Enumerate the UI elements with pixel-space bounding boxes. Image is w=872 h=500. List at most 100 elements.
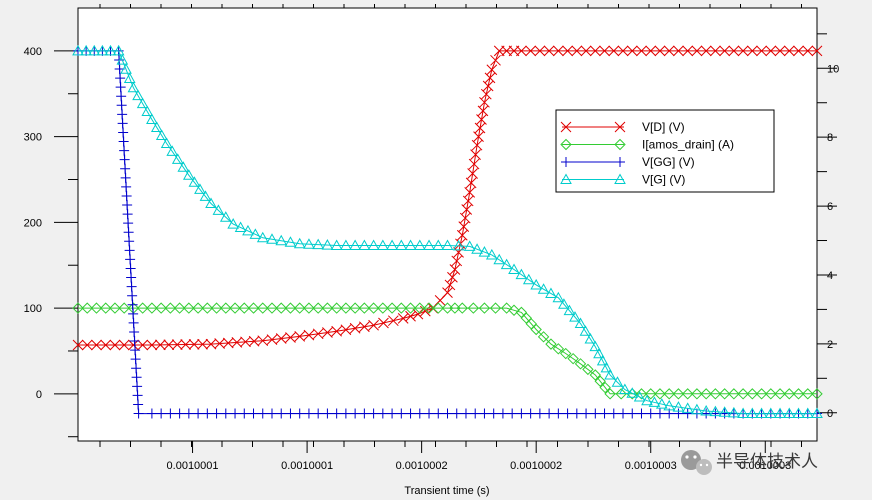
x-tick-label: 0.0010002	[396, 460, 448, 472]
data-point	[284, 302, 297, 314]
data-point	[581, 408, 592, 419]
data-point	[117, 109, 128, 120]
data-point	[358, 239, 371, 251]
data-point	[164, 302, 177, 314]
data-point	[600, 361, 613, 373]
data-point	[611, 376, 624, 387]
data-point	[802, 45, 814, 57]
data-point	[582, 363, 594, 376]
data-point	[500, 258, 513, 270]
data-point	[376, 239, 389, 251]
data-point	[257, 408, 268, 419]
data-point	[673, 408, 684, 419]
data-point	[404, 302, 417, 314]
data-point	[471, 139, 483, 151]
data-point	[485, 248, 498, 260]
data-point	[127, 290, 138, 301]
data-point	[449, 264, 461, 275]
data-point	[811, 45, 823, 57]
data-point	[453, 247, 464, 258]
data-point	[359, 321, 370, 333]
data-point	[545, 338, 557, 350]
data-point	[124, 245, 135, 256]
data-point	[312, 328, 324, 340]
data-point	[294, 408, 305, 419]
data-point	[378, 317, 389, 329]
data-point	[220, 302, 232, 314]
legend-label: V[D] (V)	[642, 120, 685, 134]
x-tick-label: 0.0010001	[167, 460, 219, 472]
data-point	[183, 408, 194, 419]
data-point	[247, 302, 260, 314]
data-point	[580, 45, 592, 57]
data-point	[227, 218, 240, 229]
data-point	[545, 287, 557, 299]
data-point	[205, 338, 217, 350]
data-point	[312, 238, 325, 250]
data-point	[115, 73, 126, 84]
legend-marker-start	[560, 173, 572, 184]
series-line	[78, 307, 817, 395]
data-point	[681, 402, 694, 413]
data-point	[120, 63, 132, 74]
data-point	[405, 408, 416, 419]
data-point	[118, 136, 129, 147]
legend-marker-end	[614, 121, 626, 133]
data-point	[155, 129, 168, 140]
data-point	[90, 302, 103, 314]
x-axis-title: Transient time (s)	[404, 485, 489, 497]
data-point	[589, 45, 601, 57]
data-point	[451, 255, 463, 267]
y-left-tick-label: 100	[24, 303, 42, 315]
data-point	[197, 338, 208, 350]
data-point	[293, 237, 306, 249]
data-point	[672, 388, 685, 400]
legend-marker-end	[614, 173, 626, 184]
data-point	[617, 45, 629, 57]
data-point	[691, 45, 703, 57]
data-point	[589, 340, 602, 352]
data-point	[604, 368, 616, 380]
legend-label: V[GG] (V)	[642, 155, 695, 169]
data-point	[552, 343, 565, 355]
data-point	[104, 44, 117, 56]
data-point	[793, 45, 804, 57]
data-point	[116, 91, 127, 102]
data-point	[109, 302, 121, 314]
watermark: 半导体技术人	[681, 450, 818, 475]
data-point	[358, 302, 371, 314]
y-right-tick-label: 8	[827, 132, 833, 144]
data-point	[214, 338, 225, 349]
legend-box	[555, 109, 775, 193]
data-point	[146, 302, 158, 314]
data-point	[672, 401, 685, 412]
data-point	[645, 408, 656, 419]
data-point	[132, 89, 144, 101]
data-point	[285, 332, 296, 343]
data-point	[112, 44, 125, 56]
data-point	[368, 408, 379, 419]
data-point	[266, 302, 278, 314]
data-point	[563, 304, 576, 316]
x-tick-label: 0.0010003	[739, 460, 791, 472]
data-point	[567, 352, 579, 365]
data-point	[404, 239, 417, 251]
data-point	[792, 407, 805, 419]
data-point	[459, 212, 471, 224]
data-point	[432, 302, 444, 314]
data-point	[192, 302, 204, 314]
data-point	[447, 271, 458, 283]
data-point	[635, 388, 648, 400]
data-point	[322, 408, 333, 419]
data-point	[471, 243, 483, 254]
data-point	[183, 169, 195, 180]
data-point	[210, 302, 223, 314]
data-point	[275, 302, 287, 314]
data-point	[100, 339, 112, 351]
data-point	[116, 100, 127, 111]
data-point	[645, 388, 657, 400]
data-point	[501, 45, 512, 57]
data-point	[709, 405, 722, 417]
data-point	[530, 323, 542, 336]
data-point	[122, 200, 133, 211]
